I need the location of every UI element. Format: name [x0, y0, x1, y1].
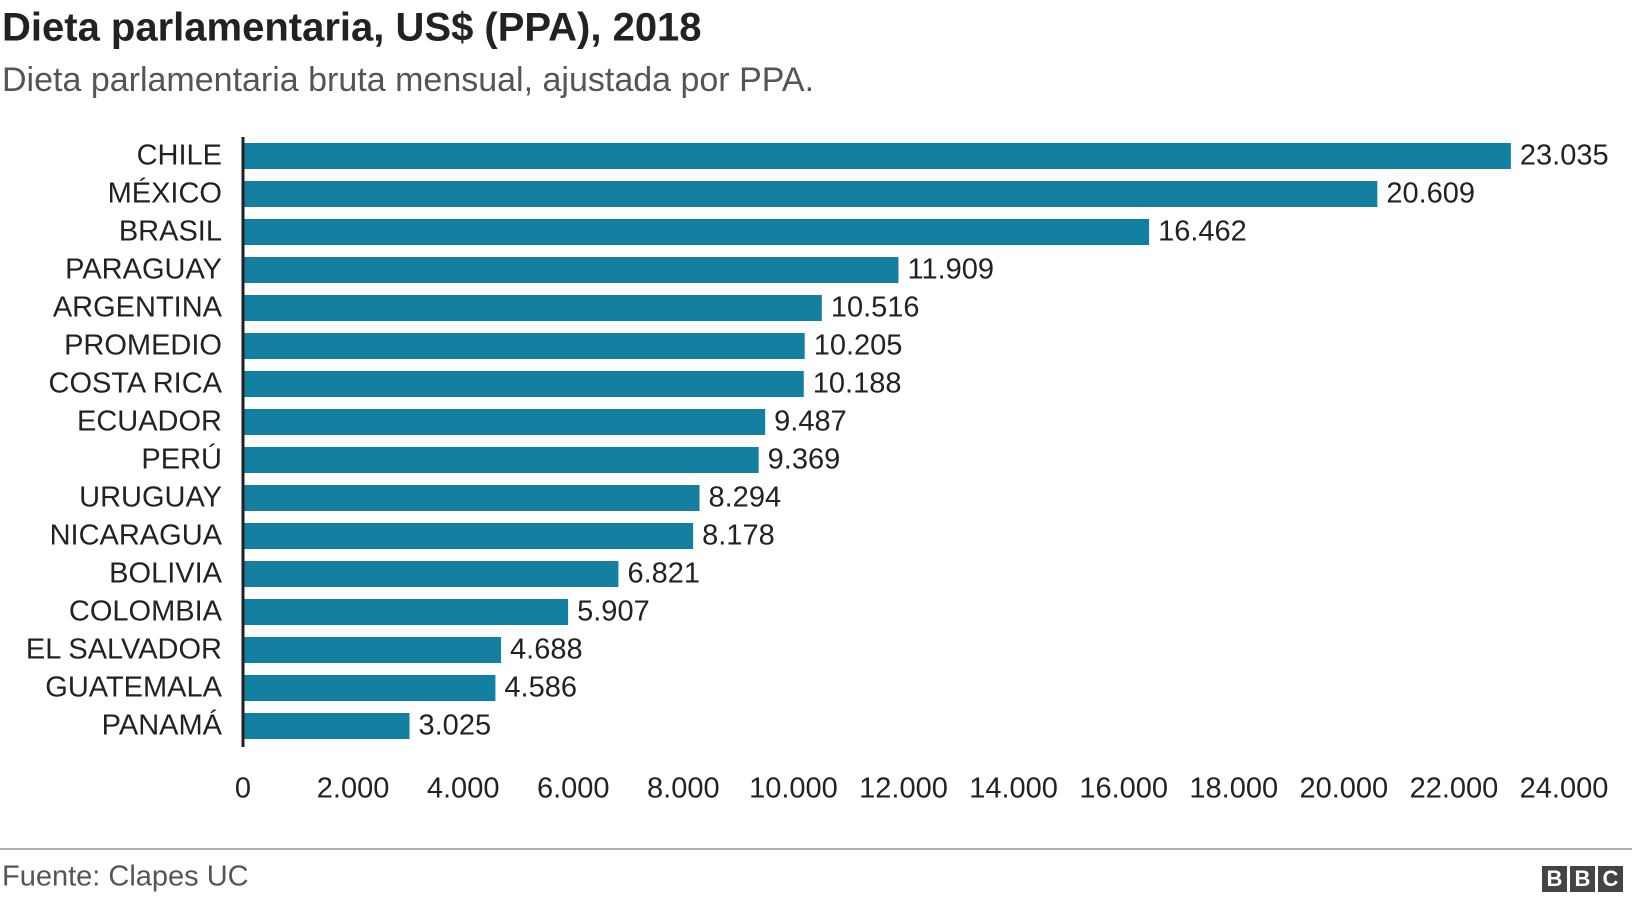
bar — [243, 409, 766, 435]
bar — [243, 675, 496, 701]
x-tick-label: 14.000 — [969, 773, 1058, 805]
bar — [243, 447, 759, 473]
value-label: 10.188 — [813, 368, 902, 400]
chart-subtitle: Dieta parlamentaria bruta mensual, ajust… — [2, 61, 814, 99]
y-tick-label: BOLIVIA — [109, 558, 222, 590]
x-tick-label: 24.000 — [1520, 773, 1609, 805]
value-label: 9.369 — [768, 444, 841, 476]
value-label: 8.178 — [702, 520, 775, 552]
bar — [243, 181, 1378, 207]
value-label: 4.586 — [504, 672, 577, 704]
x-tick-label: 2.000 — [317, 773, 390, 805]
x-tick-label: 20.000 — [1299, 773, 1388, 805]
x-tick-label: 12.000 — [859, 773, 948, 805]
bar — [243, 599, 569, 625]
y-tick-label: PROMEDIO — [64, 330, 222, 362]
value-label: 8.294 — [709, 482, 782, 514]
y-tick-label: MÉXICO — [108, 177, 222, 210]
value-label: 3.025 — [419, 710, 492, 742]
bar — [243, 333, 805, 359]
value-label: 9.487 — [774, 406, 847, 438]
x-tick-label: 10.000 — [749, 773, 838, 805]
bar — [243, 371, 804, 397]
x-tick-label: 6.000 — [537, 773, 610, 805]
x-tick-label: 22.000 — [1410, 773, 1499, 805]
y-tick-label: COLOMBIA — [69, 596, 223, 628]
x-tick-label: 18.000 — [1189, 773, 1278, 805]
logo-box — [1570, 866, 1595, 892]
value-label: 20.609 — [1386, 178, 1475, 210]
x-tick-label: 4.000 — [427, 773, 500, 805]
bar — [243, 295, 822, 321]
value-label: 4.688 — [510, 634, 583, 666]
y-tick-label: GUATEMALA — [45, 672, 222, 704]
logo-letter: B — [1575, 866, 1591, 891]
y-tick-label: BRASIL — [119, 216, 222, 248]
logo-letter: C — [1603, 866, 1619, 891]
y-tick-label: URUGUAY — [79, 482, 222, 514]
y-tick-label: EL SALVADOR — [26, 634, 222, 666]
x-tick-label: 8.000 — [647, 773, 720, 805]
logo-box — [1542, 866, 1567, 892]
y-tick-label: PANAMÁ — [102, 709, 223, 742]
x-tick-label: 16.000 — [1079, 773, 1168, 805]
bar — [243, 561, 619, 587]
chart-title: Dieta parlamentaria, US$ (PPA), 2018 — [2, 6, 702, 50]
y-tick-label: PERÚ — [141, 443, 222, 476]
value-label: 11.909 — [907, 254, 994, 286]
bar — [243, 257, 899, 283]
logo-letter: B — [1547, 866, 1563, 891]
bar — [243, 713, 410, 739]
y-tick-label: CHILE — [137, 140, 222, 172]
y-tick-label: NICARAGUA — [50, 520, 223, 552]
logo: B B C — [1542, 866, 1623, 892]
bar — [243, 143, 1511, 169]
y-tick-label: PARAGUAY — [65, 254, 222, 286]
value-label: 16.462 — [1158, 216, 1247, 248]
bar — [243, 637, 502, 663]
y-tick-label: ECUADOR — [77, 406, 222, 438]
x-tick-label: 0 — [235, 773, 251, 805]
logo-box — [1598, 866, 1623, 892]
value-label: 10.516 — [831, 292, 920, 324]
value-label: 5.907 — [577, 596, 650, 628]
value-label: 6.821 — [627, 558, 700, 590]
source: Fuente: Clapes UC — [2, 861, 249, 893]
y-tick-label: COSTA RICA — [49, 368, 223, 400]
y-tick-label: ARGENTINA — [53, 292, 223, 324]
bar — [243, 485, 700, 511]
value-label: 23.035 — [1520, 140, 1609, 172]
bar — [243, 219, 1150, 245]
bar — [243, 523, 694, 549]
value-label: 10.205 — [814, 330, 903, 362]
